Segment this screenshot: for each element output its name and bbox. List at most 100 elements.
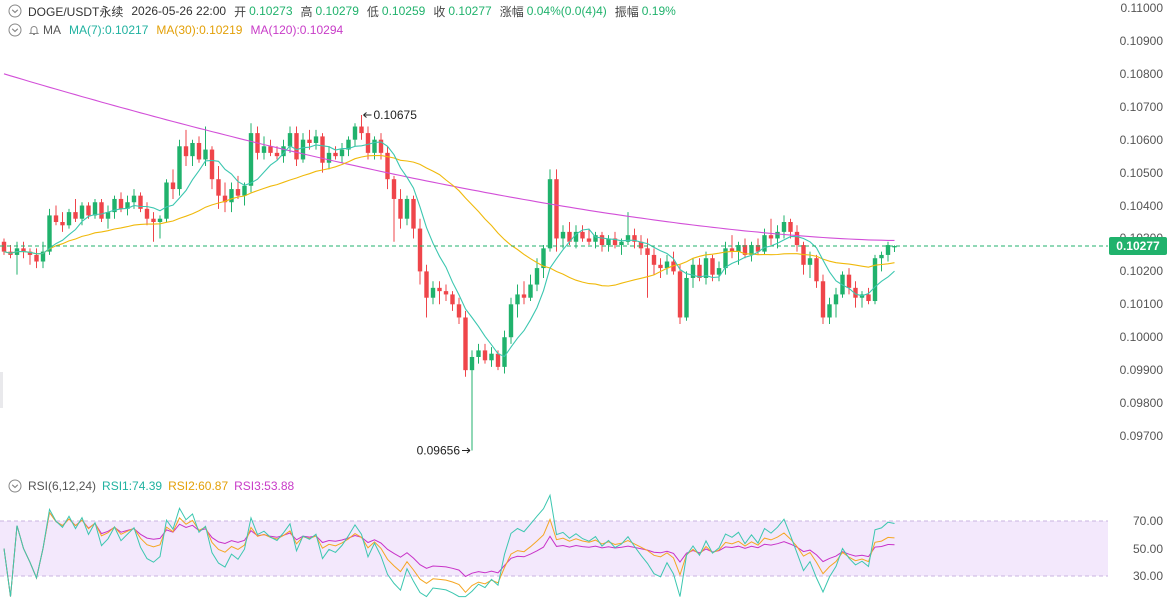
candle-body bbox=[378, 139, 384, 153]
candle-body bbox=[469, 356, 475, 371]
candle-body bbox=[339, 149, 345, 157]
candle-body bbox=[144, 208, 150, 219]
left-scroll-handle[interactable] bbox=[0, 372, 3, 408]
candle-body bbox=[229, 189, 234, 203]
candle-body bbox=[710, 258, 715, 275]
candle-body bbox=[86, 205, 91, 216]
candle-body bbox=[846, 274, 852, 288]
rsi1-value: RSI1:74.39 bbox=[102, 479, 163, 493]
candle-body bbox=[690, 264, 696, 278]
change-value: 0.04%(0.0(4)4) bbox=[526, 4, 607, 18]
candle-body bbox=[118, 198, 124, 209]
candle-body bbox=[508, 304, 514, 338]
candle-body bbox=[209, 149, 215, 180]
candle-body bbox=[125, 202, 130, 209]
candle-body bbox=[99, 202, 104, 219]
moving-averages bbox=[0, 73, 1108, 358]
candle-body bbox=[346, 139, 351, 150]
close-value: 0.10277 bbox=[448, 4, 492, 18]
rsi-tick-label: 70.00 bbox=[1132, 514, 1163, 528]
candle-body bbox=[170, 182, 176, 190]
candle-body bbox=[788, 222, 793, 232]
candle-body bbox=[73, 212, 78, 219]
low-label: 低 bbox=[366, 4, 379, 19]
candle-body bbox=[203, 149, 208, 160]
candle-body bbox=[14, 248, 20, 255]
candle-body bbox=[814, 258, 819, 282]
price-tick-label: 0.10000 bbox=[1119, 330, 1163, 345]
ma30-value: MA(30):0.10219 bbox=[156, 23, 243, 37]
candle-body bbox=[164, 182, 169, 219]
rsi1-line bbox=[3, 493, 895, 598]
chevron-down-circle-icon[interactable] bbox=[8, 479, 22, 493]
candle-body bbox=[404, 198, 410, 219]
candle-body bbox=[398, 198, 403, 219]
candle-body bbox=[274, 152, 280, 157]
candle-body bbox=[190, 142, 195, 157]
candle-body bbox=[27, 251, 33, 255]
candle-body bbox=[885, 245, 891, 255]
ma7-line bbox=[3, 141, 895, 358]
candle-body bbox=[92, 202, 98, 216]
price-tick-label: 0.09900 bbox=[1119, 363, 1163, 378]
change-label: 涨幅 bbox=[499, 4, 524, 19]
candle-body bbox=[489, 353, 494, 361]
rsi2-value: RSI2:60.87 bbox=[168, 479, 229, 493]
candle-body bbox=[235, 189, 241, 196]
candle-body bbox=[495, 353, 501, 367]
bell-icon[interactable] bbox=[28, 24, 40, 36]
price-tick-label: 0.09800 bbox=[1119, 396, 1163, 411]
candles bbox=[1, 115, 897, 451]
candle-body bbox=[677, 271, 683, 318]
candle-body bbox=[521, 294, 527, 298]
open-label: 开 bbox=[234, 4, 247, 19]
candle-body bbox=[703, 258, 709, 278]
candle-body bbox=[333, 152, 338, 157]
candle-body bbox=[684, 277, 689, 318]
price-tick-label: 0.11000 bbox=[1120, 1, 1164, 15]
rsi-band bbox=[0, 521, 1108, 576]
candle-body bbox=[567, 231, 572, 242]
candle-body bbox=[658, 264, 663, 269]
candle-body bbox=[391, 179, 397, 199]
candle-body bbox=[151, 218, 156, 222]
candle-body bbox=[255, 133, 260, 153]
candle-body bbox=[612, 238, 618, 246]
candle-body bbox=[833, 294, 839, 305]
candle-body bbox=[112, 198, 117, 213]
annotations: 0.10675 0.09656 bbox=[363, 108, 471, 457]
candle-body bbox=[872, 258, 878, 302]
candle-body bbox=[222, 195, 228, 203]
candle-body bbox=[242, 185, 247, 196]
candle-body bbox=[755, 245, 761, 252]
rsi3-line bbox=[3, 511, 895, 597]
price-tick-label: 0.09700 bbox=[1119, 429, 1163, 443]
candle-body bbox=[261, 146, 267, 153]
candle-body bbox=[385, 152, 390, 180]
candle-body bbox=[723, 248, 728, 269]
candle-body bbox=[352, 126, 358, 140]
candle-body bbox=[359, 126, 364, 134]
candle-body bbox=[586, 238, 592, 242]
candle-body bbox=[1, 241, 7, 252]
price-tick-label: 0.10800 bbox=[1119, 66, 1163, 81]
ma120-line bbox=[3, 73, 895, 241]
candle-body bbox=[47, 215, 52, 252]
price-tick-label: 0.10500 bbox=[1119, 165, 1163, 180]
rsi3-value: RSI3:53.88 bbox=[234, 479, 295, 493]
candle-body bbox=[60, 222, 65, 226]
candle-body bbox=[768, 235, 774, 239]
candle-body bbox=[554, 179, 559, 239]
chevron-down-circle-icon[interactable] bbox=[8, 4, 22, 18]
candle-body bbox=[40, 251, 46, 262]
candle-body bbox=[742, 245, 748, 255]
candle-body bbox=[34, 254, 39, 262]
chevron-down-circle-icon[interactable] bbox=[8, 23, 22, 37]
symbol-label: DOGE/USDT永续 bbox=[28, 4, 124, 19]
candle-body bbox=[248, 133, 254, 186]
datetime-label: 2026-05-26 22:00 bbox=[131, 4, 227, 18]
open-value: 0.10273 bbox=[249, 4, 293, 18]
candle-body bbox=[437, 287, 442, 292]
candle-body bbox=[268, 146, 273, 153]
